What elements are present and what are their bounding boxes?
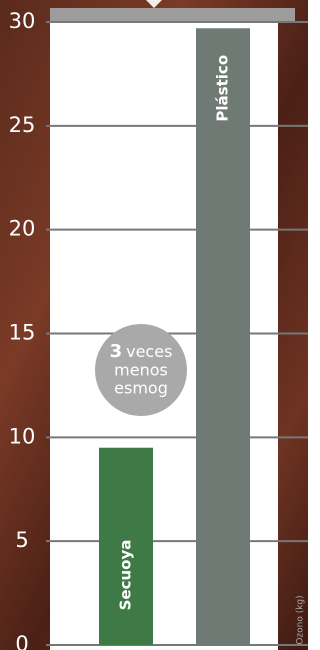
annotation-number: 3 (110, 341, 123, 362)
bar-label: Secuoya (117, 540, 135, 611)
y-tick-label: 15 (9, 321, 36, 345)
annotation-line: menos (114, 361, 168, 380)
y-tick-label: 10 (9, 424, 36, 448)
y-tick-label: 30 (9, 9, 36, 33)
annotation-word: veces (126, 342, 172, 361)
y-tick-label: 25 (9, 113, 36, 137)
annotation-line: esmog (114, 379, 168, 398)
top-band (50, 8, 295, 22)
y-axis-label: Ozono (kg) (296, 595, 306, 644)
y-tick-label: 5 (15, 528, 28, 552)
bar-label: Plástico (214, 55, 232, 122)
y-tick-label: 0 (15, 632, 28, 650)
y-tick-label: 20 (9, 217, 36, 241)
